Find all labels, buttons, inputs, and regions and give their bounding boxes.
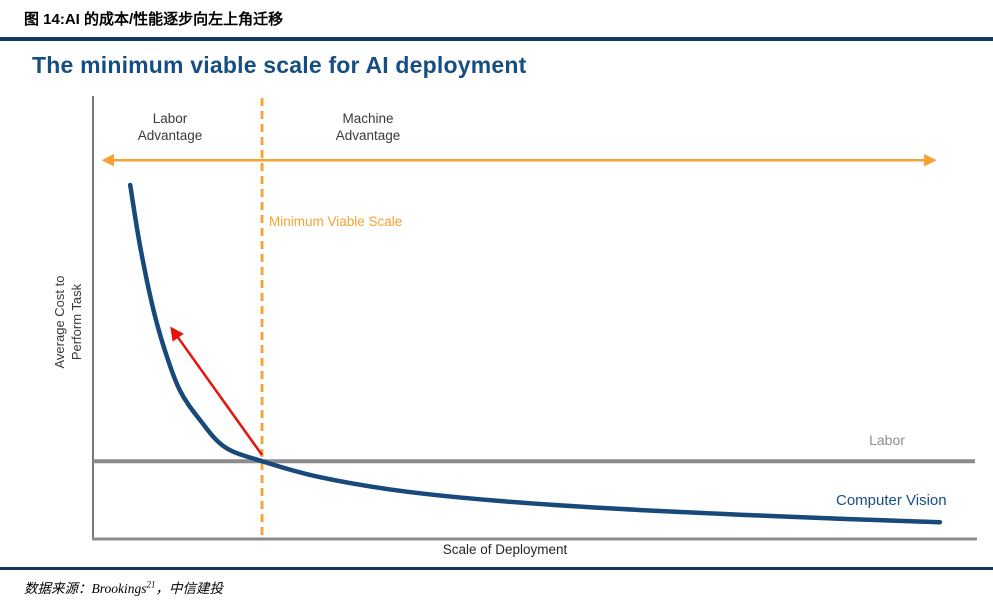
computer-vision-curve bbox=[127, 182, 943, 525]
header-rule bbox=[0, 37, 993, 41]
source-prefix: 数据来源：Brookings bbox=[24, 581, 147, 596]
source-footnote-number: 21 bbox=[146, 579, 156, 590]
figure-caption: 图 14:AI 的成本/性能逐步向左上角迁移 bbox=[24, 11, 284, 28]
labor-advantage-label: Labor Advantage bbox=[137, 111, 203, 143]
data-source-line: 数据来源：Brookings21，中信建投 bbox=[24, 577, 223, 597]
cost-shift-red-arrow bbox=[170, 326, 264, 456]
machine-advantage-label: Machine Advantage bbox=[335, 111, 401, 143]
y-axis-title: Average Cost to Perform Task bbox=[52, 275, 84, 369]
footer-rule bbox=[0, 567, 993, 570]
labor-series-label: Labor bbox=[869, 432, 905, 448]
chart-title: The minimum viable scale for AI deployme… bbox=[32, 52, 527, 78]
source-suffix: ，中信建投 bbox=[155, 581, 224, 596]
minimum-viable-scale-label: Minimum Viable Scale bbox=[269, 214, 403, 229]
x-axis-title: Scale of Deployment bbox=[442, 542, 568, 557]
computer-vision-series-label: Computer Vision bbox=[836, 492, 947, 509]
